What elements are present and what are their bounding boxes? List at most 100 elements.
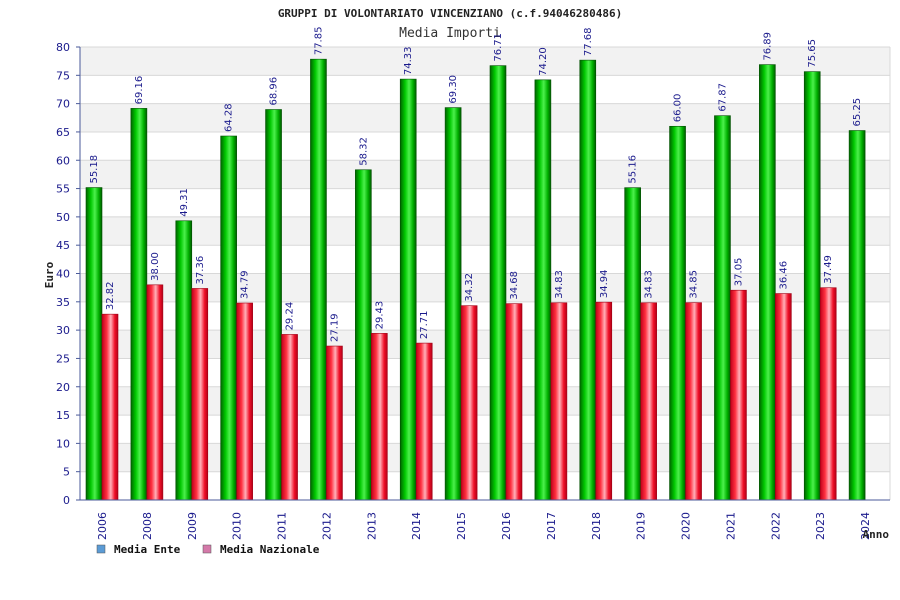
bar-media-ente — [399, 78, 417, 501]
y-tick-label: 40 — [56, 268, 70, 281]
bar-media-nazionale — [595, 301, 613, 501]
x-tick-label: 2017 — [545, 512, 558, 540]
y-tick-label: 55 — [56, 183, 70, 196]
bar-media-ente — [220, 135, 237, 501]
bar-media-nazionale — [640, 302, 657, 501]
bar-media-ente — [759, 64, 776, 501]
x-axis-label: Anno — [863, 528, 890, 541]
data-label: 34.94 — [599, 270, 610, 299]
y-tick-label: 75 — [56, 69, 70, 82]
data-label: 77.85 — [313, 27, 324, 56]
data-label: 74.20 — [538, 47, 549, 76]
data-label: 34.32 — [464, 273, 475, 302]
x-tick-label: 2011 — [276, 512, 289, 540]
chart-title: GRUPPI DI VOLONTARIATO VINCENZIANO (c.f.… — [278, 7, 622, 20]
data-label: 69.30 — [448, 75, 459, 104]
data-label: 64.28 — [224, 103, 235, 132]
data-label: 76.89 — [762, 32, 773, 61]
x-tick-label: 2019 — [635, 512, 648, 540]
data-label: 34.85 — [689, 270, 700, 299]
bar-media-nazionale — [550, 302, 568, 501]
bar-media-ente — [489, 65, 507, 501]
data-labels: 55.18 32.82 69.16 38.00 49.31 37.36 64.28 34.79… — [89, 27, 863, 343]
data-label: 34.83 — [644, 270, 655, 299]
bar-media-nazionale — [371, 333, 388, 501]
plot-band — [80, 103, 890, 132]
plot-band — [80, 216, 890, 246]
y-tick-label: 30 — [56, 324, 70, 337]
y-tick-label: 45 — [56, 239, 70, 252]
data-label: 55.16 — [628, 155, 639, 184]
x-tick-label: 2012 — [320, 512, 333, 540]
bar-media-ente — [848, 130, 866, 501]
y-tick-label: 65 — [56, 126, 70, 139]
bar-media-ente — [310, 58, 327, 501]
data-label: 34.68 — [509, 271, 520, 300]
data-label: 49.31 — [179, 188, 190, 217]
plot-band — [80, 358, 890, 387]
plot-band — [80, 131, 890, 161]
plot-band — [80, 415, 890, 444]
bar-media-nazionale — [775, 293, 792, 501]
bar-media-ente — [175, 220, 193, 501]
x-tick-label: 2024 — [859, 512, 872, 540]
plot-band — [80, 245, 890, 274]
data-label: 38.00 — [150, 252, 161, 281]
data-label: 37.05 — [733, 258, 744, 287]
y-tick-label: 60 — [56, 154, 70, 167]
data-label: 77.68 — [583, 27, 594, 56]
legend-label-ente: Media Ente — [114, 543, 181, 556]
y-tick-label: 50 — [56, 211, 70, 224]
bar-media-ente — [355, 169, 372, 501]
bar-media-nazionale — [281, 334, 298, 501]
y-tick-label: 10 — [56, 437, 70, 450]
bar-media-nazionale — [415, 342, 433, 501]
bar-media-ente — [669, 125, 686, 501]
data-label: 37.36 — [195, 256, 206, 285]
data-label: 32.82 — [105, 282, 116, 311]
data-label: 27.71 — [419, 310, 430, 339]
x-tick-label: 2016 — [500, 512, 513, 540]
bar-media-nazionale — [101, 313, 119, 501]
y-tick-label: 80 — [56, 41, 70, 54]
data-label: 74.33 — [403, 46, 414, 75]
bar-media-ente — [265, 109, 282, 501]
grid-lines — [80, 46, 891, 501]
bar-media-ente — [130, 108, 148, 501]
y-tick-label: 15 — [56, 409, 70, 422]
bar-media-nazionale — [326, 345, 343, 501]
data-label: 55.18 — [89, 155, 100, 184]
bar-media-nazionale — [236, 302, 253, 501]
x-tick-label: 2014 — [410, 512, 423, 540]
bar-media-ente — [714, 115, 731, 501]
y-tick-label: 5 — [63, 466, 70, 479]
bar-media-ente — [803, 71, 821, 501]
x-tick-label: 2015 — [455, 512, 468, 540]
chart-subtitle: Media Importi — [399, 26, 501, 41]
bar-media-nazionale — [146, 284, 164, 501]
x-tick-label: 2010 — [231, 512, 244, 540]
data-label: 27.19 — [329, 313, 340, 342]
bar-media-ente — [444, 107, 462, 501]
data-label: 66.00 — [673, 94, 684, 123]
y-tick-label: 35 — [56, 296, 70, 309]
bar-media-nazionale — [460, 305, 478, 501]
x-tick-label: 2023 — [814, 512, 827, 540]
y-tick-label: 20 — [56, 381, 70, 394]
x-tick-label: 2006 — [96, 512, 109, 540]
data-label: 65.25 — [852, 98, 863, 127]
y-tick-label: 70 — [56, 98, 70, 111]
x-tick-label: 2021 — [724, 512, 737, 540]
legend-swatch-ente — [96, 544, 106, 554]
data-label: 37.49 — [823, 255, 834, 284]
plot-band — [80, 330, 890, 359]
data-label: 34.79 — [240, 270, 251, 299]
data-label: 75.65 — [807, 39, 818, 68]
x-tick-label: 2022 — [769, 512, 782, 540]
plot-band — [80, 443, 890, 472]
y-tick-labels: 0 5 10 15 20 25 30 35 40 45 50 55 60 65 70 75 80 — [56, 41, 80, 507]
plot-band — [80, 47, 890, 76]
data-label: 58.32 — [358, 137, 369, 166]
x-tick-label: 2009 — [186, 512, 199, 540]
